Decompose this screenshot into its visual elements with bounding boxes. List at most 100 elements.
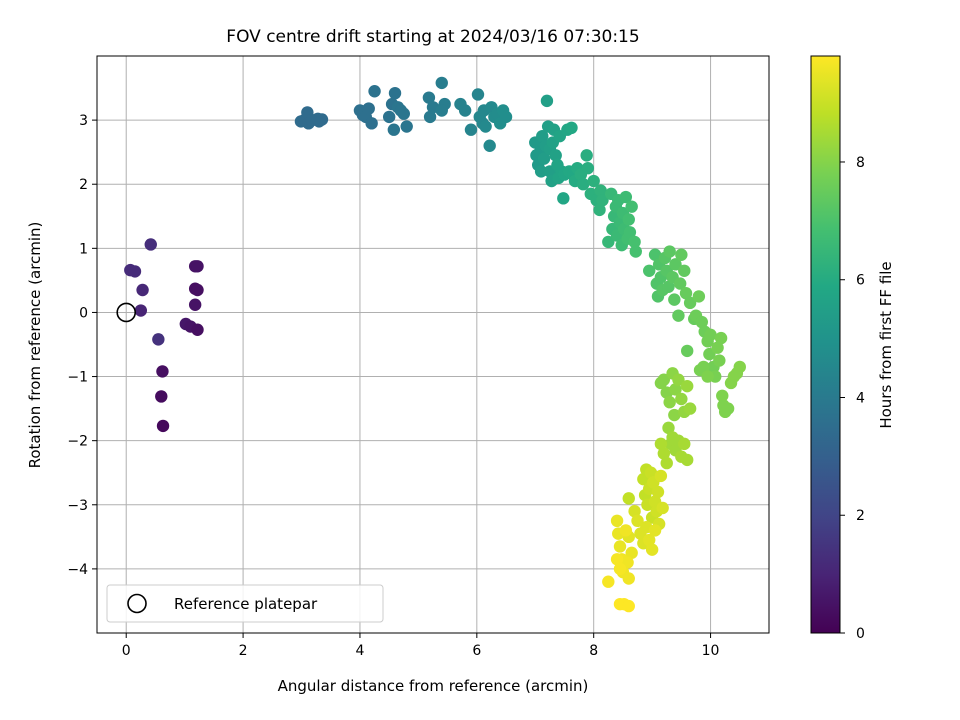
colorbar-tick-label: 6	[856, 273, 865, 289]
data-point	[657, 447, 671, 460]
data-point	[602, 235, 615, 249]
data-point	[643, 264, 656, 277]
data-point	[651, 485, 665, 499]
data-point	[643, 533, 656, 547]
data-point	[625, 200, 638, 213]
colorbar-tick-label: 2	[856, 508, 865, 524]
data-point	[362, 102, 375, 115]
data-point	[680, 344, 694, 358]
y-tick-label: 3	[79, 113, 88, 129]
data-point	[315, 113, 329, 126]
data-point	[654, 437, 668, 451]
x-tick-label: 10	[702, 643, 720, 659]
data-point	[397, 107, 410, 120]
data-point	[683, 296, 697, 310]
data-point	[144, 238, 157, 251]
data-point	[479, 120, 492, 133]
x-tick-label: 0	[122, 643, 131, 659]
data-point	[191, 260, 204, 273]
data-point	[657, 373, 671, 386]
data-point	[714, 331, 728, 345]
data-point	[662, 280, 675, 293]
data-points	[124, 76, 746, 613]
x-tick-label: 2	[239, 643, 248, 659]
data-point	[580, 149, 593, 162]
chart-title: FOV centre drift starting at 2024/03/16 …	[226, 27, 639, 47]
y-tick-label: −3	[67, 498, 88, 514]
y-tick-label: −1	[67, 370, 88, 386]
legend-label: Reference platepar	[174, 595, 318, 613]
data-point	[711, 341, 724, 354]
data-point	[387, 123, 401, 136]
data-point	[713, 354, 726, 367]
colorbar-label: Hours from first FF file	[877, 261, 895, 428]
legend-box	[106, 584, 384, 623]
legend-marker-icon	[127, 593, 147, 614]
data-point	[669, 258, 682, 271]
y-tick-label: −2	[67, 434, 88, 450]
data-point	[581, 161, 595, 175]
data-point	[675, 392, 688, 406]
y-axis-ticks: −4 −3 −2 −1 0 1 2 3	[67, 113, 97, 578]
grid-lines	[97, 56, 769, 633]
data-point	[128, 265, 142, 278]
data-point	[557, 192, 570, 205]
data-point	[422, 91, 436, 104]
data-point	[613, 540, 627, 553]
data-point	[663, 245, 676, 258]
data-point	[673, 277, 687, 290]
data-point	[549, 149, 562, 162]
x-tick-label: 6	[472, 643, 481, 659]
data-point	[648, 524, 662, 537]
data-point	[648, 248, 662, 261]
data-point	[656, 501, 669, 515]
data-point	[628, 235, 641, 249]
data-point	[400, 120, 413, 133]
data-point	[587, 174, 600, 188]
data-point	[423, 110, 437, 124]
y-tick-label: 0	[79, 305, 88, 321]
data-point	[663, 396, 676, 409]
data-point	[458, 104, 472, 117]
data-point	[701, 370, 714, 383]
data-point	[679, 287, 693, 300]
data-point	[733, 360, 746, 374]
data-point	[610, 514, 624, 528]
data-point	[680, 453, 694, 467]
data-point	[697, 360, 710, 374]
data-point	[540, 94, 554, 108]
x-axis-ticks: 0 2 4 6 8 10	[122, 633, 720, 659]
data-point	[628, 504, 641, 518]
data-point	[668, 408, 681, 422]
data-point	[596, 194, 609, 207]
colorbar-tick-label: 8	[856, 155, 865, 171]
x-axis-label: Angular distance from reference (arcmin)	[278, 677, 589, 695]
data-point	[593, 203, 606, 217]
data-point	[716, 389, 729, 402]
plot-frame	[96, 55, 770, 634]
colorbar-tick-label: 0	[856, 626, 865, 642]
data-point	[499, 110, 513, 124]
data-point	[675, 248, 688, 261]
y-tick-label: −4	[67, 562, 88, 578]
data-point	[672, 373, 685, 386]
data-point	[672, 309, 685, 322]
data-point	[680, 379, 694, 393]
legend: Reference platepar	[106, 584, 384, 623]
data-point	[683, 402, 697, 415]
data-point	[662, 421, 675, 435]
data-point	[155, 390, 168, 403]
data-point	[613, 562, 627, 576]
data-point	[536, 129, 549, 143]
data-point	[629, 245, 642, 258]
y-tick-label: 1	[79, 241, 88, 257]
data-point	[435, 76, 448, 90]
data-point	[471, 88, 485, 101]
data-point	[654, 469, 668, 483]
data-point	[678, 264, 691, 277]
colorbar-tick-label: 4	[856, 390, 865, 406]
data-point	[382, 110, 396, 124]
data-point	[191, 283, 204, 297]
data-point	[435, 104, 448, 117]
data-point	[625, 546, 638, 560]
